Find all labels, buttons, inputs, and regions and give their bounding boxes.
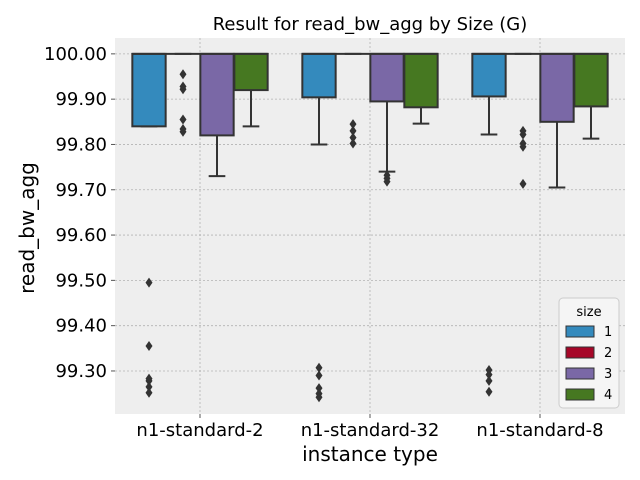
- outlier-point: [179, 114, 187, 125]
- x-axis-label: instance type: [302, 442, 438, 466]
- outlier-point: [179, 126, 187, 137]
- box-group: [506, 52, 540, 189]
- outlier-point: [519, 141, 527, 152]
- outlier-point: [315, 370, 323, 381]
- chart-title: Result for read_bw_agg by Size (G): [213, 14, 528, 35]
- outlier-point: [349, 132, 357, 143]
- legend-label: 2: [604, 346, 612, 361]
- outlier-point: [315, 392, 323, 403]
- outlier-point: [485, 369, 493, 380]
- x-tick-label: n1-standard-8: [476, 420, 603, 441]
- legend-entries: 1 2 3 4: [565, 325, 612, 403]
- box-body: [199, 52, 235, 137]
- y-axis-ticks: 99.30 99.40 99.50 99.60 99.70 99.80 99.90 100.0…: [44, 44, 115, 382]
- outlier-point: [315, 383, 323, 394]
- x-tick-label: n1-standard-2: [136, 420, 263, 441]
- legend-label: 1: [604, 325, 612, 340]
- outlier-point: [315, 362, 323, 373]
- y-tick-label: 99.30: [55, 361, 107, 382]
- outlier-point: [145, 277, 153, 288]
- y-tick-label: 99.60: [55, 225, 107, 246]
- legend-title: size: [576, 305, 601, 320]
- y-tick-label: 99.90: [55, 89, 107, 110]
- legend: size 1 2 3 4: [558, 297, 620, 409]
- box-body: [471, 52, 507, 98]
- box-body: [403, 52, 439, 109]
- x-axis-ticks: n1-standard-2 n1-standard-32 n1-standard-8: [136, 414, 604, 441]
- outlier-point: [145, 387, 153, 398]
- outlier-point: [485, 386, 493, 397]
- box-group: [301, 52, 337, 403]
- outlier-point: [485, 375, 493, 386]
- box-group: [573, 52, 609, 140]
- box-group: [369, 52, 405, 187]
- outlier-point: [519, 178, 527, 189]
- box-body: [301, 52, 337, 99]
- box-group: [403, 52, 439, 125]
- legend-label: 4: [604, 388, 612, 403]
- y-tick-label: 99.50: [55, 270, 107, 291]
- legend-swatch: [565, 346, 595, 359]
- outlier-point: [349, 138, 357, 149]
- box-group: [233, 52, 269, 128]
- y-tick-label: 100.00: [44, 44, 107, 65]
- box-body: [233, 52, 269, 92]
- y-tick-label: 99.70: [55, 180, 107, 201]
- box-group: [471, 52, 507, 397]
- outlier-point: [145, 375, 153, 386]
- legend-label: 3: [604, 367, 612, 382]
- outlier-point: [349, 119, 357, 130]
- box-group: [166, 52, 200, 137]
- box-body: [573, 52, 609, 108]
- outlier-point: [179, 69, 187, 80]
- box-group: [199, 52, 235, 178]
- outlier-point: [349, 125, 357, 136]
- outlier-point: [519, 129, 527, 140]
- y-tick-label: 99.40: [55, 316, 107, 337]
- outlier-point: [145, 341, 153, 352]
- outlier-point: [383, 176, 391, 187]
- legend-swatch: [565, 325, 595, 338]
- legend-swatch: [565, 388, 595, 401]
- box-body: [369, 52, 405, 103]
- box-group: [131, 52, 167, 398]
- boxes-layer: [131, 52, 609, 403]
- box-body: [539, 52, 575, 123]
- box-body: [131, 52, 167, 128]
- y-tick-label: 99.80: [55, 134, 107, 155]
- outlier-point: [145, 381, 153, 392]
- y-axis-label: read_bw_agg: [15, 162, 39, 294]
- legend-swatch: [565, 367, 595, 380]
- box-group: [336, 52, 370, 149]
- outlier-point: [179, 84, 187, 95]
- x-tick-label: n1-standard-32: [301, 420, 440, 441]
